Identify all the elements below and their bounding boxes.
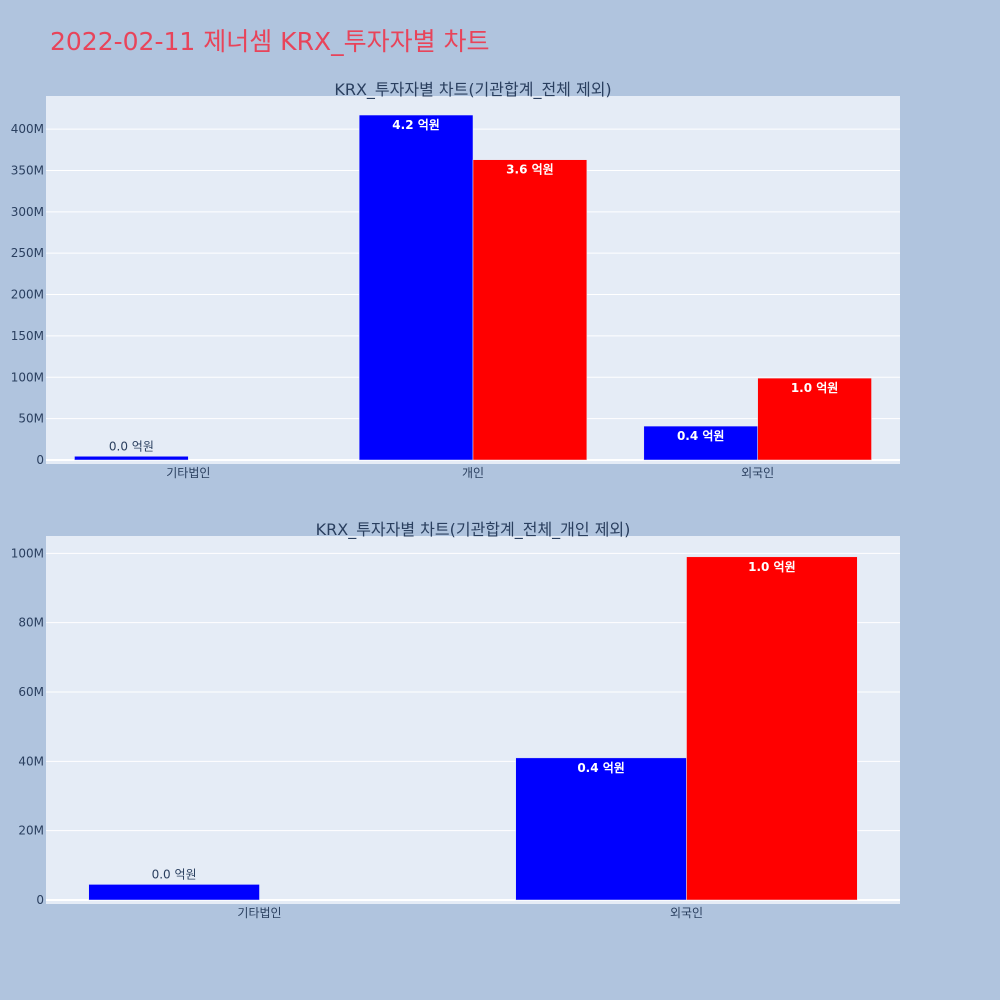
bar: [88, 884, 260, 901]
x-tick-label: 외국인: [670, 906, 703, 920]
y-tick-label: 80M: [18, 616, 44, 630]
y-tick-label: 40M: [18, 754, 44, 768]
x-tick-label: 외국인: [741, 466, 774, 480]
data-label: 0.0 억원: [152, 867, 197, 881]
chart-1: 0 50M 100M 150M 200M 250M 300M 350M 400M KRX_투자자별…: [11, 80, 900, 480]
data-label: 1.0 억원: [791, 381, 839, 395]
y-tick-label: 60M: [18, 685, 44, 699]
data-label: 4.2 억원: [392, 118, 440, 132]
bar: [74, 456, 189, 461]
y-tick-label: 250M: [11, 246, 44, 260]
page-title: 2022-02-11 제너셈 KRX_투자자별 차트: [50, 27, 490, 56]
chart-title: KRX_투자자별 차트(기관합계_전체_개인 제외): [316, 520, 631, 540]
y-tick-label: 150M: [11, 329, 44, 343]
y-tick-label: 100M: [11, 370, 44, 384]
y-tick-label: 50M: [18, 412, 44, 426]
chart-title: KRX_투자자별 차트(기관합계_전체 제외): [334, 80, 611, 100]
bar: [358, 114, 474, 461]
y-tick-label: 100M: [11, 546, 44, 560]
x-tick-label: 개인: [462, 466, 484, 480]
x-tick-label: 기타법인: [166, 466, 210, 480]
y-tick-label: 300M: [11, 205, 44, 219]
y-tick-label: 20M: [18, 824, 44, 838]
data-label: 0.4 억원: [577, 761, 625, 775]
y-tick-label: 200M: [11, 288, 44, 302]
chart-2: 0 20M 40M 60M 80M 100M KRX_투자자별 차트(기관합계_전체_개인 …: [11, 520, 900, 920]
bar: [757, 377, 872, 461]
bar: [472, 159, 588, 461]
y-tick-label: 0: [36, 893, 44, 907]
y-tick-label: 400M: [11, 122, 44, 136]
data-label: 0.4 억원: [677, 429, 725, 443]
data-label: 0.0 억원: [109, 439, 154, 453]
bar: [686, 556, 858, 901]
x-tick-label: 기타법인: [237, 906, 281, 920]
bar: [643, 425, 758, 461]
data-label: 1.0 억원: [748, 560, 796, 574]
y-tick-label: 350M: [11, 163, 44, 177]
bar: [515, 757, 687, 901]
data-label: 3.6 억원: [506, 163, 554, 177]
y-tick-label: 0: [36, 453, 44, 467]
